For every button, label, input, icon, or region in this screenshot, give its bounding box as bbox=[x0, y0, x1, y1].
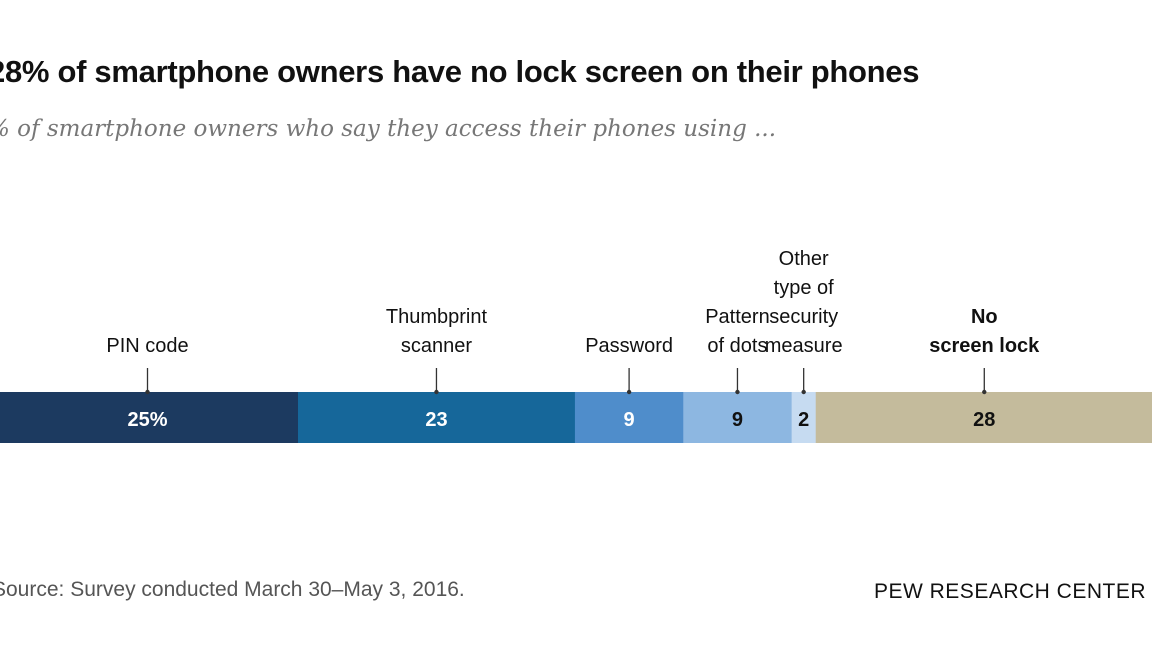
source-note: Source: Survey conducted March 30–May 3,… bbox=[0, 578, 465, 601]
category-label: screen lock bbox=[929, 335, 1040, 357]
category-label: of dots bbox=[707, 335, 767, 357]
data-label: 9 bbox=[624, 409, 635, 431]
data-label: 28 bbox=[973, 409, 995, 431]
leader-dot bbox=[801, 389, 806, 395]
leader-dot bbox=[626, 389, 632, 395]
category-label: Password bbox=[585, 335, 673, 357]
leader-dot bbox=[145, 389, 150, 395]
data-label: 25% bbox=[127, 409, 167, 431]
leader-dot bbox=[982, 389, 987, 395]
category-label: security bbox=[769, 306, 838, 328]
category-label: Thumbprint bbox=[386, 306, 488, 328]
category-label: Pattern bbox=[705, 306, 769, 328]
brand-logo-text: PEW RESEARCH CENTER bbox=[873, 580, 1146, 603]
bar-segment bbox=[683, 392, 793, 443]
bar-segment bbox=[815, 392, 1152, 443]
category-label: scanner bbox=[401, 335, 472, 357]
bar-segment bbox=[791, 392, 817, 443]
bar-segment bbox=[0, 392, 299, 443]
leader-dot bbox=[735, 389, 740, 395]
category-label: Other bbox=[779, 248, 829, 270]
chart-title: 28% of smartphone owners have no lock sc… bbox=[0, 54, 920, 89]
leader-dot bbox=[434, 389, 439, 395]
category-label: type of bbox=[774, 277, 834, 299]
chart-subtitle: % of smartphone owners who say they acce… bbox=[0, 116, 777, 142]
data-label: 23 bbox=[425, 409, 447, 431]
data-label: 2 bbox=[798, 409, 809, 431]
category-label: PIN code bbox=[106, 335, 188, 357]
category-label: No bbox=[971, 306, 998, 328]
data-label: 9 bbox=[732, 409, 743, 431]
bar-segment bbox=[574, 392, 684, 443]
category-label: measure bbox=[765, 335, 843, 357]
bar-segment bbox=[298, 392, 576, 443]
